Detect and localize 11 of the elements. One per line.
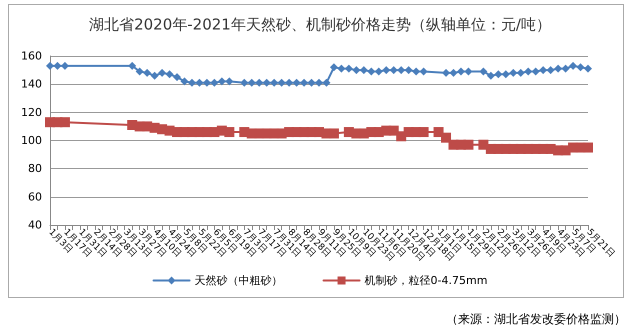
y-tick-label: 120: [21, 106, 42, 119]
y-tick-label: 80: [28, 162, 42, 176]
y-tick-label: 60: [28, 190, 42, 204]
text: （来源：湖北省发改委价格监测）: [446, 312, 626, 326]
legend-label: 天然砂（中粗砂）: [194, 274, 283, 287]
y-tick-label: 100: [21, 134, 42, 147]
y-tick-label: 140: [21, 78, 42, 91]
y-tick-label: 40: [28, 218, 42, 232]
y-tick-label: 160: [21, 50, 42, 62]
chart-title: 湖北省2020年-2021年天然砂、机制砂价格走势（纵轴单位：元/吨）: [89, 16, 551, 34]
legend-label: 机制砂，粒径0-4.75mm: [364, 274, 488, 287]
